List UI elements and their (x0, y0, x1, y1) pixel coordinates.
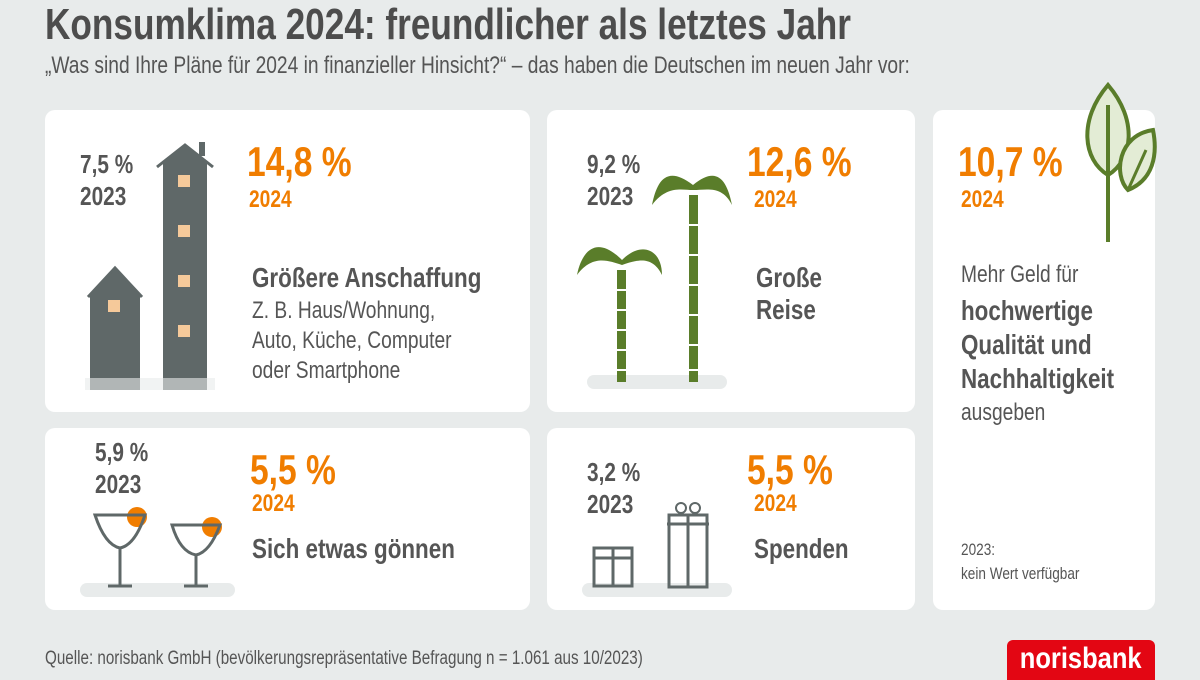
leaves-icon (1085, 81, 1157, 242)
card-quality-sustainability: 10,7 % 2024 Mehr Geld für hochwertige Qua… (933, 81, 1157, 610)
houses-icon (85, 142, 215, 390)
card-donations: 3,2 % 2023 5,5 % 2024 Spenden (547, 428, 915, 610)
subtitle: „Was sind Ihre Pläne für 2024 in finanzi… (45, 52, 910, 79)
page-title: Konsumklima 2024: freundlicher als letzt… (45, 0, 851, 49)
card-big-trip: 9,2 % 2023 12,6 % 2024 Große Reise (547, 110, 915, 412)
card-treat-yourself: 5,9 % 2023 5,5 % 2024 Sich etwas gönnen (45, 428, 530, 610)
card-large-purchase: 7,5 % 2023 14,8 % 2024 Größere Anschaffun… (45, 110, 530, 412)
cocktails-icon (80, 507, 235, 597)
palm-trees-icon (577, 175, 732, 389)
norisbank-logo: norisbank (1007, 640, 1155, 680)
source-note: Quelle: norisbank GmbH (bevölkerungsrepr… (45, 648, 643, 669)
gifts-icon (582, 502, 732, 597)
